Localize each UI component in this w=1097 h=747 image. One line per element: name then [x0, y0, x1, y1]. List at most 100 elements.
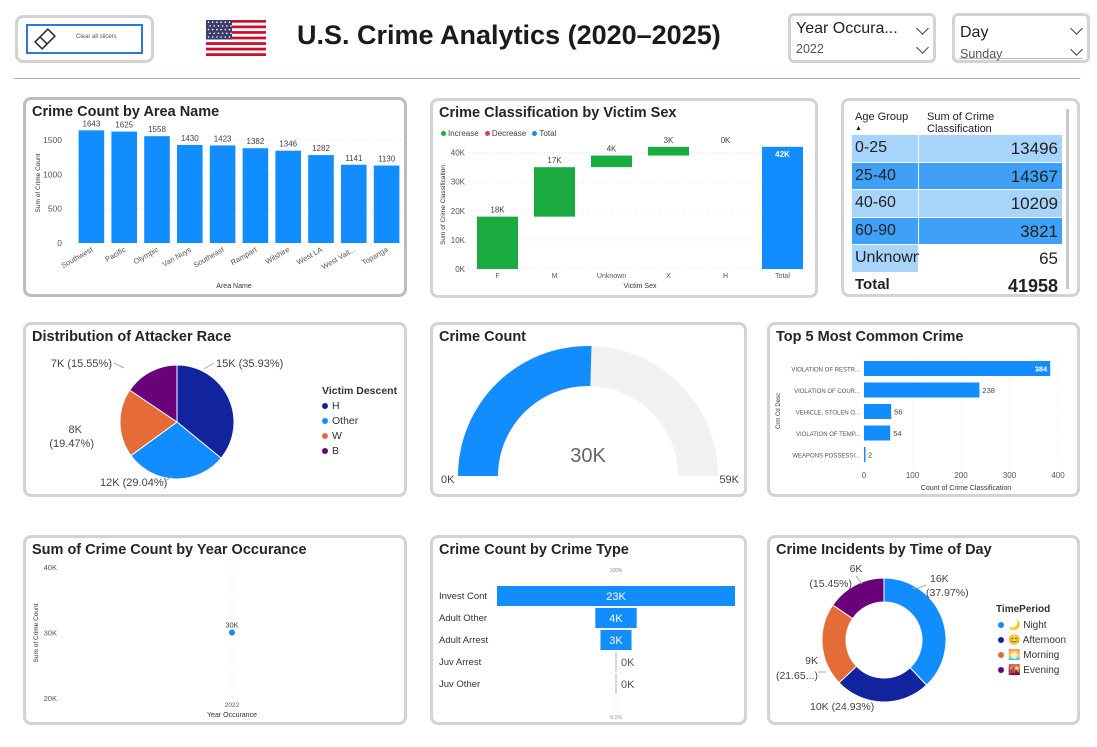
leader-line — [113, 362, 125, 369]
table-row[interactable]: 25-40 14367 — [852, 162, 1062, 189]
funnel-bottom-label: 0.1% — [610, 715, 622, 721]
funnel-bar — [595, 608, 637, 628]
flag-star — [211, 36, 214, 38]
table-row[interactable]: Unknown 65 — [852, 245, 1062, 272]
flag-star — [221, 32, 224, 35]
year-slicer-label: Year Occura... — [796, 20, 898, 37]
attacker-race-card[interactable]: Distribution of Attacker Race 15K (35.93… — [23, 322, 407, 497]
year-slicer[interactable]: Year Occura... 2022 — [788, 13, 936, 63]
legend-item[interactable]: 🌇 Evening — [998, 665, 1059, 676]
time-donut-chart[interactable]: 16K (37.97%) 10K (24.93%) 9K (21.65...) 6K (15… — [770, 538, 990, 722]
col-crime-sum[interactable]: Sum of Crime Classification — [927, 111, 995, 135]
top5-crime-card[interactable]: Top 5 Most Common Crime 0 100 200 300 400 VIO… — [767, 322, 1080, 497]
legend-item[interactable]: H — [322, 400, 340, 412]
attacker-pie-chart[interactable]: 15K (35.93%) 12K (29.04%) 8K (19.47%) 7K (15… — [26, 325, 306, 494]
legend-item[interactable]: Other — [322, 415, 358, 427]
flag-stripe — [206, 25, 266, 29]
y-tick-label: 1000 — [43, 169, 62, 179]
flag-star — [211, 28, 214, 31]
time-of-day-card[interactable]: Crime Incidents by Time of Day 16K (37.97… — [767, 535, 1080, 725]
chevron-down-icon[interactable] — [1070, 22, 1083, 35]
legend-item[interactable]: 🌙 Night — [998, 620, 1047, 631]
legend-label: B — [332, 445, 340, 457]
table-scrollbar[interactable] — [1066, 109, 1069, 289]
waterfall-chart[interactable]: 0K 10K 20K 30K 40K Sum of Crime Classificatio… — [433, 101, 815, 295]
sort-arrow-icon[interactable]: ▲ — [855, 125, 862, 132]
legend-item[interactable]: B — [322, 445, 339, 457]
funnel-bar — [615, 674, 617, 694]
table-row[interactable]: 0-25 13496 — [852, 135, 1062, 162]
y-tick-label: Juv Other — [439, 679, 480, 690]
legend-item[interactable]: 😊 Afternoon — [998, 635, 1066, 646]
bar — [275, 150, 301, 243]
y-axis-title: Sum of Crime Classification — [440, 165, 447, 245]
flag-star — [226, 25, 228, 27]
age-table-card[interactable]: Age Group ▲ Sum of Crime Classification … — [841, 98, 1080, 297]
waterfall-bar — [533, 167, 576, 217]
flag-stripe — [206, 20, 266, 23]
legend-item[interactable]: 🌅 Morning — [998, 650, 1059, 661]
table-row[interactable]: 60-90 3821 — [852, 217, 1062, 244]
year-slicer-value[interactable]: 2022 — [796, 42, 824, 56]
data-label: 42K — [775, 150, 790, 159]
x-tick-label: 400 — [1051, 471, 1065, 480]
x-tick-label: Olympic — [132, 245, 160, 266]
data-label: 1625 — [115, 121, 133, 130]
top5-bar-chart[interactable]: 0 100 200 300 400 VIOLATION OF RESTR... 384 VIO… — [770, 325, 1077, 494]
waterfall-card[interactable]: Crime Classification by Victim Sex Incre… — [430, 98, 818, 298]
data-label: 16K — [930, 573, 949, 585]
flag-star — [216, 21, 218, 23]
donut-legend-title: TimePeriod — [996, 604, 1051, 615]
col-age-group[interactable]: Age Group — [855, 111, 909, 123]
x-tick-label: Southwest — [60, 244, 96, 270]
chevron-down-icon[interactable] — [916, 22, 929, 35]
area-chart-card[interactable]: Crime Count by Area Name 0 500 1000 1500 Sum… — [23, 97, 407, 297]
age-group-cell: 60-90 — [852, 217, 918, 244]
crime-type-funnel[interactable]: 100% 0.1% Invest Cont 23K Adult Other 4K Adult… — [433, 538, 744, 722]
legend-dot — [322, 403, 328, 410]
data-label: 3K — [664, 136, 674, 145]
chevron-down-icon[interactable] — [916, 41, 929, 54]
crime-count-gauge[interactable]: 30K 0K 59K — [433, 325, 744, 494]
y-tick-label: VIOLATION OF COUR... — [794, 389, 860, 395]
y-tick-label: 0 — [57, 238, 62, 248]
funnel-top-label: 100% — [610, 568, 623, 574]
age-group-table[interactable]: Age Group ▲ Sum of Crime Classification … — [852, 109, 1062, 297]
year-scatter-card[interactable]: Sum of Crime Count by Year Occurance 20K… — [23, 535, 407, 725]
crime-type-card[interactable]: Crime Count by Crime Type 100% 0.1% Invest… — [430, 535, 747, 725]
crime-sum-cell: 13496 — [919, 135, 1062, 162]
donut-slice — [832, 577, 885, 620]
data-label: 1130 — [378, 155, 396, 164]
x-tick-label: X — [666, 273, 671, 280]
legend-label: Increase — [448, 129, 479, 138]
day-slicer-label: Day — [960, 24, 989, 41]
day-slicer[interactable]: Day Sunday — [952, 13, 1090, 63]
data-label: 30K — [225, 621, 238, 630]
y-tick-label: 30K — [451, 178, 466, 187]
slicer-underline — [959, 58, 1083, 59]
data-label: 3K — [609, 635, 623, 647]
pie-slice — [176, 364, 235, 459]
crime-count-gauge-card[interactable]: Crime Count 30K 0K 59K — [430, 322, 747, 497]
day-slicer-value[interactable]: Sunday — [960, 47, 1003, 61]
pie-slice — [130, 421, 222, 480]
x-tick-label: F — [495, 273, 499, 280]
gauge-max-label: 59K — [719, 474, 739, 486]
bar — [864, 404, 892, 419]
legend-item[interactable]: W — [322, 430, 342, 442]
legend-label: H — [332, 400, 340, 412]
flag-stripe — [206, 44, 266, 48]
clear-slicers-button[interactable]: Clear all slicers — [26, 24, 143, 54]
data-label: 238 — [982, 386, 995, 395]
flag-star — [216, 28, 218, 31]
y-tick-label: 20K — [451, 207, 466, 216]
area-bar-chart[interactable]: 0 500 1000 1500 Sum of Crime Count 1643 Southw… — [26, 100, 404, 294]
bar — [242, 148, 269, 243]
year-scatter-chart[interactable]: 20K 30K 40K Sum of Crime Count 30K 2022 Year O… — [26, 538, 404, 722]
us-flag-icon — [206, 20, 266, 56]
chevron-down-icon[interactable] — [1070, 43, 1083, 56]
table-row[interactable]: 40-60 10209 — [852, 190, 1062, 217]
attacker-race-title: Distribution of Attacker Race — [32, 329, 232, 345]
flag-star — [213, 32, 215, 35]
legend-label: Total — [539, 129, 557, 138]
